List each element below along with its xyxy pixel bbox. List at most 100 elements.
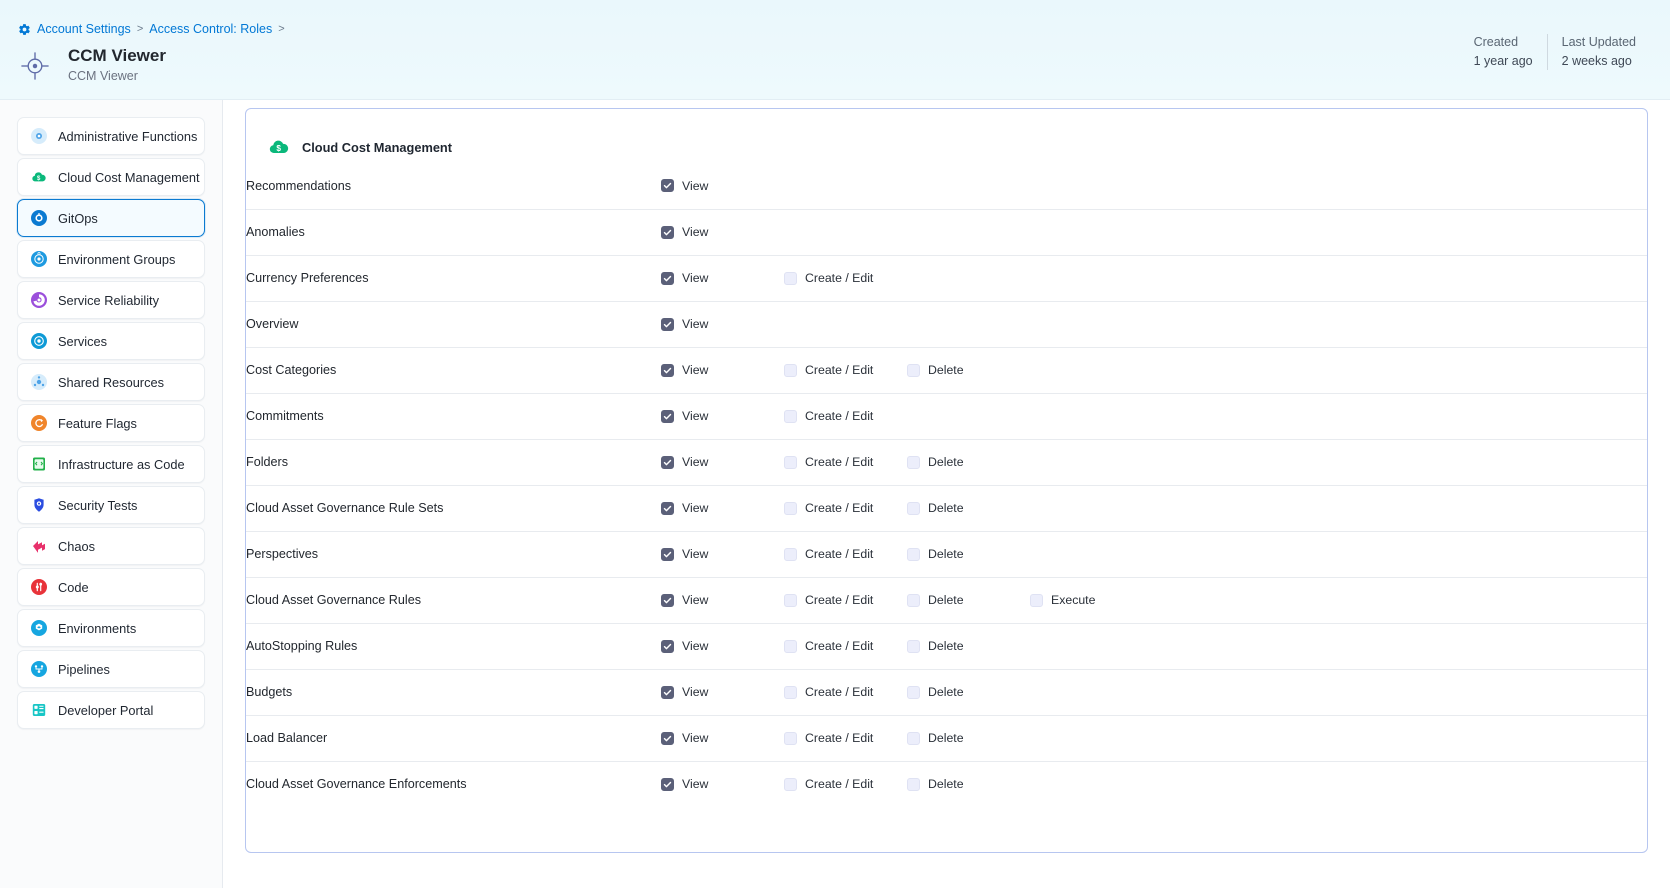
checkbox-checked-icon[interactable] (661, 547, 674, 561)
checkbox-unchecked-icon[interactable] (907, 731, 920, 745)
permission-label: View (682, 639, 709, 653)
sidebar-item-environment-groups[interactable]: Environment Groups (17, 240, 205, 278)
checkbox-unchecked-icon[interactable] (907, 777, 920, 791)
permission-cell[interactable]: Delete (907, 715, 1030, 762)
permission-cell[interactable]: View (661, 439, 784, 486)
checkbox-unchecked-icon[interactable] (907, 593, 920, 607)
checkbox-unchecked-icon[interactable] (907, 501, 920, 515)
permission-cell[interactable]: Delete (907, 439, 1030, 486)
checkbox-checked-icon[interactable] (661, 685, 674, 699)
permission-cell-empty (1030, 669, 1647, 716)
permission-cell[interactable]: Delete (907, 669, 1030, 716)
table-row: Perspectives View Create / Edit Delete (246, 531, 1647, 578)
permission-cell[interactable]: View (661, 163, 784, 210)
sidebar-item-administrative-functions[interactable]: Administrative Functions (17, 117, 205, 155)
permission-cell[interactable]: Delete (907, 347, 1030, 394)
checkbox-unchecked-icon[interactable] (1030, 593, 1043, 607)
permission-cell[interactable]: View (661, 531, 784, 578)
permission-cell[interactable]: Create / Edit (784, 347, 907, 394)
permission-cell[interactable]: Create / Edit (784, 485, 907, 532)
breadcrumb-account-settings[interactable]: Account Settings (37, 22, 131, 36)
resource-type-sidebar[interactable]: Administrative Functions $ Cloud Cost Man… (0, 100, 223, 888)
sidebar-item-environments[interactable]: Environments (17, 609, 205, 647)
permission-cell[interactable]: View (661, 715, 784, 762)
sidebar-item-feature-flags[interactable]: Feature Flags (17, 404, 205, 442)
checkbox-unchecked-icon[interactable] (907, 547, 920, 561)
permission-cell[interactable]: View (661, 301, 784, 348)
permission-cell[interactable]: View (661, 485, 784, 532)
checkbox-unchecked-icon[interactable] (784, 639, 797, 653)
permission-cell[interactable]: Create / Edit (784, 531, 907, 578)
permission-cell[interactable]: Delete (907, 577, 1030, 624)
sidebar-item-code[interactable]: Code (17, 568, 205, 606)
permission-cell-empty (1030, 439, 1647, 486)
checkbox-checked-icon[interactable] (661, 455, 674, 469)
checkbox-unchecked-icon[interactable] (784, 777, 797, 791)
breadcrumb-separator-2: > (278, 23, 285, 35)
sidebar-item-service-reliability[interactable]: Service Reliability (17, 281, 205, 319)
checkbox-checked-icon[interactable] (661, 639, 674, 653)
permission-cell[interactable]: Create / Edit (784, 393, 907, 440)
sidebar-item-pipelines[interactable]: Pipelines (17, 650, 205, 688)
sidebar-item-cloud-cost-management[interactable]: $ Cloud Cost Management (17, 158, 205, 196)
checkbox-checked-icon[interactable] (661, 317, 674, 331)
permission-label: View (682, 317, 709, 331)
breadcrumb-access-control-roles[interactable]: Access Control: Roles (149, 22, 273, 36)
page-title: CCM Viewer (68, 46, 166, 65)
checkbox-unchecked-icon[interactable] (784, 271, 797, 285)
permission-cell[interactable]: View (661, 255, 784, 302)
sidebar-item-chaos[interactable]: Chaos (17, 527, 205, 565)
sidebar-item-label: Shared Resources (58, 374, 164, 390)
checkbox-unchecked-icon[interactable] (784, 685, 797, 699)
checkbox-checked-icon[interactable] (661, 179, 674, 193)
checkbox-unchecked-icon[interactable] (907, 639, 920, 653)
checkbox-unchecked-icon[interactable] (784, 409, 797, 423)
permission-cell[interactable]: Create / Edit (784, 715, 907, 762)
shared-resources-icon (31, 374, 47, 390)
permission-cell[interactable]: Create / Edit (784, 577, 907, 624)
permission-cell[interactable]: View (661, 393, 784, 440)
permission-cell[interactable]: View (661, 623, 784, 670)
table-row: Budgets View Create / Edit Delete (246, 669, 1647, 716)
checkbox-unchecked-icon[interactable] (907, 363, 920, 377)
checkbox-checked-icon[interactable] (661, 225, 674, 239)
permission-cell[interactable]: Execute (1030, 577, 1647, 624)
checkbox-checked-icon[interactable] (661, 777, 674, 791)
permission-cell[interactable]: View (661, 577, 784, 624)
resource-name: Commitments (246, 393, 661, 440)
permission-cell[interactable]: View (661, 761, 784, 807)
permission-cell[interactable]: View (661, 669, 784, 716)
permission-cell[interactable]: Delete (907, 761, 1030, 807)
checkbox-checked-icon[interactable] (661, 409, 674, 423)
checkbox-unchecked-icon[interactable] (784, 363, 797, 377)
table-row: Load Balancer View Create / Edit Delete (246, 715, 1647, 762)
sidebar-item-developer-portal[interactable]: Developer Portal (17, 691, 205, 729)
checkbox-unchecked-icon[interactable] (784, 731, 797, 745)
sidebar-item-security-tests[interactable]: Security Tests (17, 486, 205, 524)
permission-cell[interactable]: View (661, 347, 784, 394)
checkbox-checked-icon[interactable] (661, 271, 674, 285)
checkbox-checked-icon[interactable] (661, 501, 674, 515)
permission-cell[interactable]: Create / Edit (784, 623, 907, 670)
sidebar-item-infrastructure-as-code[interactable]: Infrastructure as Code (17, 445, 205, 483)
checkbox-unchecked-icon[interactable] (784, 547, 797, 561)
sidebar-item-shared-resources[interactable]: Shared Resources (17, 363, 205, 401)
checkbox-unchecked-icon[interactable] (907, 685, 920, 699)
checkbox-unchecked-icon[interactable] (784, 593, 797, 607)
permission-cell[interactable]: Create / Edit (784, 439, 907, 486)
checkbox-unchecked-icon[interactable] (907, 455, 920, 469)
permission-cell[interactable]: View (661, 209, 784, 256)
checkbox-unchecked-icon[interactable] (784, 501, 797, 515)
checkbox-checked-icon[interactable] (661, 593, 674, 607)
checkbox-checked-icon[interactable] (661, 731, 674, 745)
permission-cell[interactable]: Create / Edit (784, 761, 907, 807)
checkbox-unchecked-icon[interactable] (784, 455, 797, 469)
sidebar-item-services[interactable]: Services (17, 322, 205, 360)
permission-cell[interactable]: Create / Edit (784, 255, 907, 302)
permission-cell[interactable]: Delete (907, 531, 1030, 578)
checkbox-checked-icon[interactable] (661, 363, 674, 377)
sidebar-item-gitops[interactable]: GitOps (17, 199, 205, 237)
permission-cell[interactable]: Delete (907, 623, 1030, 670)
permission-cell[interactable]: Delete (907, 485, 1030, 532)
permission-cell[interactable]: Create / Edit (784, 669, 907, 716)
